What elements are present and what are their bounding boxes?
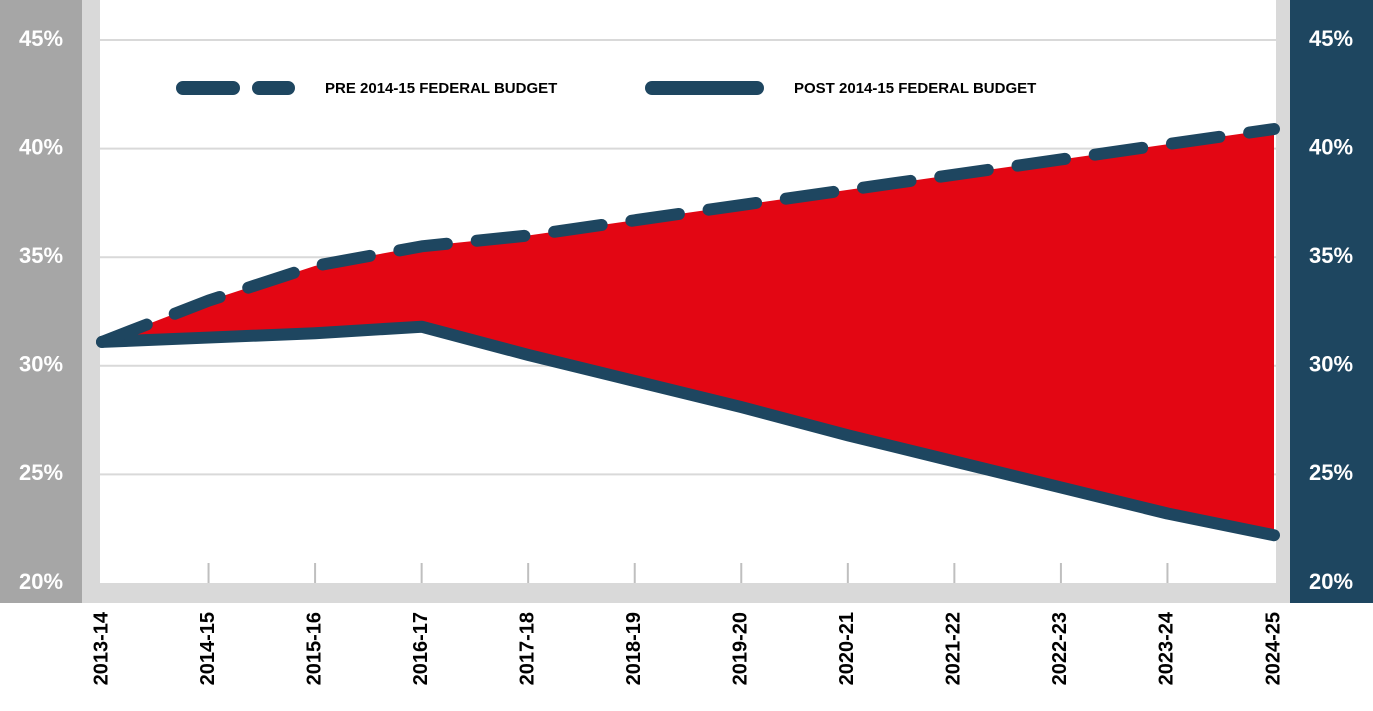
legend-item: PRE 2014-15 FEDERAL BUDGET [176, 80, 557, 97]
y2-tick-label: 25% [1309, 460, 1353, 485]
x-tick-label: 2013-14 [90, 611, 112, 685]
x-tick-label: 2021-22 [943, 612, 965, 685]
right-axis-panel [1290, 0, 1373, 603]
x-tick-label: 2023-24 [1156, 611, 1178, 685]
y-tick-label: 30% [19, 352, 63, 377]
left-axis-panel [0, 0, 82, 603]
x-tick-label: 2024-25 [1262, 612, 1284, 685]
x-tick-label: 2020-21 [836, 612, 858, 685]
y-tick-label: 40% [19, 134, 63, 159]
y2-tick-label: 20% [1309, 569, 1353, 594]
x-tick-label: 2015-16 [303, 612, 325, 685]
chart-layer: 20% 25% 30% 35% 40% 45% 20% 25% 30% 35% 40% 45% 2013… [19, 26, 1353, 686]
y2-tick-label: 30% [1309, 352, 1353, 377]
y-tick-label: 35% [19, 243, 63, 268]
x-tick-label: 2017-18 [516, 612, 538, 685]
y2-tick-label: 40% [1309, 134, 1353, 159]
series-line [96, 320, 1280, 542]
series-line [96, 123, 1280, 348]
legend-item: POST 2014-15 FEDERAL BUDGET [645, 80, 1036, 97]
x-tick-label: 2016-17 [410, 612, 432, 685]
y-tick-label: 25% [19, 460, 63, 485]
y-tick-label: 45% [19, 26, 63, 51]
y2-tick-label: 35% [1309, 243, 1353, 268]
y-tick-label: 20% [19, 569, 63, 594]
x-tick-label: 2018-19 [623, 612, 645, 685]
x-tick-label: 2014-15 [197, 612, 219, 685]
x-tick-label: 2022-23 [1049, 612, 1071, 685]
y2-tick-label: 45% [1309, 26, 1353, 51]
x-tick-label: 2019-20 [730, 612, 752, 685]
legend-label: PRE 2014-15 FEDERAL BUDGET [325, 80, 557, 97]
legend-label: POST 2014-15 FEDERAL BUDGET [794, 80, 1036, 97]
gap-area [102, 129, 1274, 536]
